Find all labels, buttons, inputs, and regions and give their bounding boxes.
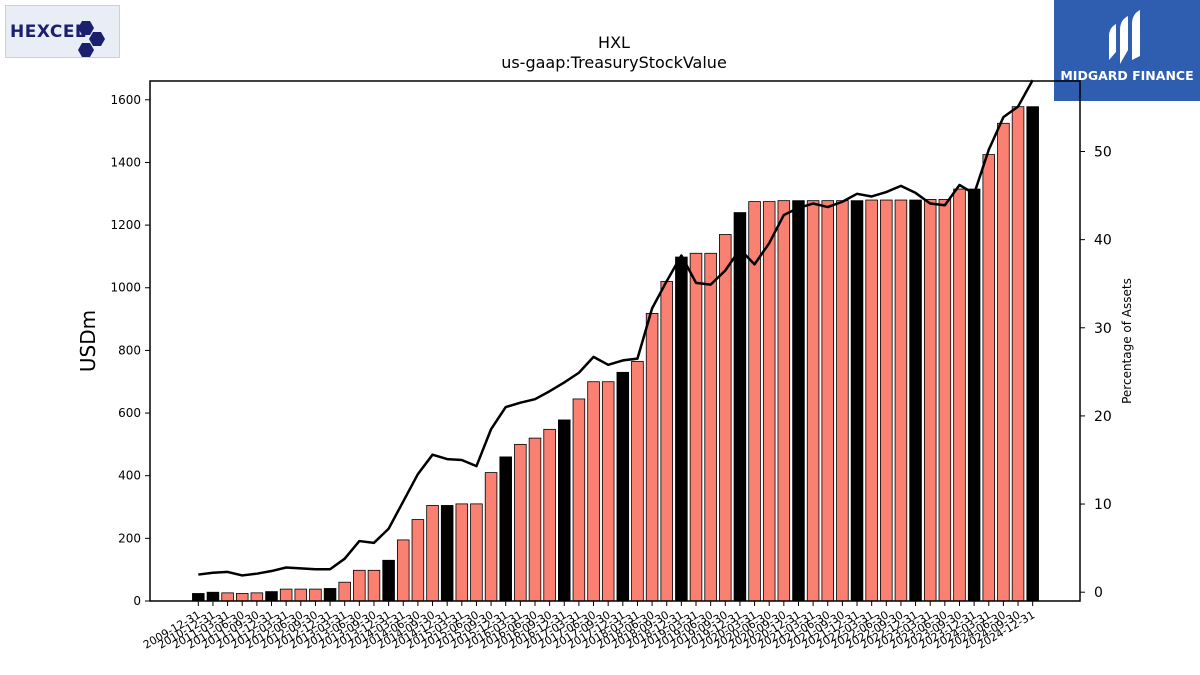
midgard-finance-logo: MIDGARD FINANCE [1054,0,1200,101]
midgard-logo-text: MIDGARD FINANCE [1060,68,1194,83]
bar-2022-12-31 [909,199,922,602]
chart-title: HXL [598,33,630,52]
y-tick-label: 400 [118,469,141,483]
hexcel-logo: HEXCEL [5,5,120,58]
bar-2021-06-30 [821,200,835,602]
bar-2022-03-31 [865,199,878,602]
bar-2024-03-31 [982,154,996,602]
bar-2019-09-30 [719,234,732,602]
bar-2019-03-31 [689,252,703,602]
y-axis-label: USDm [76,310,100,372]
bar-2013-09-30 [367,569,381,602]
bar-2016-06-30 [528,437,542,602]
bar-2020-12-31 [792,200,805,602]
y2-axis-label: Percentage of Assets [1120,278,1134,404]
bar-2023-12-31 [967,188,981,602]
bar-2012-09-30 [309,588,322,602]
y-axis-left: 0 200 400 600 800 1000 1200 1400 1600 [110,93,150,608]
y2-tick-label: 40 [1094,233,1112,249]
bar-2022-09-30 [894,199,908,602]
bar-2011-03-31 [221,592,234,602]
y2-tick-label: 50 [1094,145,1112,161]
y-axis-right: 0 10 20 30 40 50 [1080,145,1112,601]
y-tick-label: 800 [118,343,141,357]
bar-2018-09-30 [660,281,673,602]
percentage-line-group [198,79,1034,577]
bar-2013-03-31 [338,581,351,602]
bar-2024-06-30 [997,122,1010,602]
bar-2018-12-31 [675,256,688,602]
bar-2010-12-31 [206,591,220,602]
y-tick-label: 200 [118,531,141,545]
bar-2014-03-31 [396,539,410,602]
y-tick-label: 600 [118,406,141,420]
bar-2017-12-31 [616,371,630,602]
hexcel-hexagons-icon [78,21,105,57]
bar-2018-03-31 [631,360,644,602]
bar-2015-09-30 [484,472,498,602]
bar-2019-12-31 [733,212,747,602]
y-tick-label: 1000 [110,281,141,295]
bar-2013-06-30 [353,569,366,602]
bar-2021-12-31 [850,200,864,602]
bar-2017-06-30 [587,381,600,602]
chart-subtitle: us-gaap:TreasuryStockValue [501,53,727,72]
y2-tick-label: 30 [1094,321,1112,337]
bar-2021-09-30 [836,200,849,602]
bar-2021-03-31 [806,200,820,602]
bar-2023-09-30 [953,188,966,602]
bar-2011-06-30 [235,593,249,602]
bar-2024-12-31 [1026,106,1039,602]
bar-2011-12-31 [265,591,278,602]
y-tick-label: 1200 [110,218,141,232]
plot-frame [149,80,1081,602]
bar-2022-06-30 [880,199,893,602]
bar-2023-03-31 [923,199,937,602]
y-tick-label: 1400 [110,155,141,169]
bar-2016-12-31 [558,419,571,602]
bar-2019-06-30 [704,252,717,602]
bar-2017-09-30 [601,381,615,602]
x-axis: 2009-12-312010-12-312011-03-312011-06-30… [141,601,1037,652]
bar-2014-09-30 [426,505,439,602]
bar-2016-03-31 [514,443,527,602]
bar-2009-12-31 [192,593,205,602]
bar-2013-12-31 [382,559,395,602]
bar-2017-03-31 [572,398,586,602]
bar-2020-06-30 [762,201,776,602]
bar-2015-03-31 [455,503,469,602]
bar-2014-12-31 [440,505,454,602]
midgard-emblem-icon [1109,10,1140,64]
bar-2014-06-30 [411,519,425,602]
y-tick-label: 0 [133,594,141,608]
bar-2020-09-30 [777,200,791,602]
bar-2023-06-30 [938,199,952,602]
y2-tick-label: 0 [1094,585,1103,601]
y2-tick-label: 10 [1094,497,1112,513]
percentage-line [198,79,1034,577]
y2-tick-label: 20 [1094,409,1112,425]
bar-2016-09-30 [543,428,556,602]
hexcel-logo-text: HEXCEL [10,22,87,42]
bar-2011-09-30 [250,592,264,602]
bar-2018-06-30 [645,313,659,602]
bars-group [192,106,1039,602]
y-tick-label: 1600 [110,93,141,107]
bar-2012-06-30 [294,588,308,602]
bar-2012-12-31 [323,588,337,602]
bar-2024-09-30 [1011,106,1025,602]
bar-2015-12-31 [499,456,512,602]
bar-2012-03-31 [279,588,293,602]
bar-2015-06-30 [470,503,483,602]
